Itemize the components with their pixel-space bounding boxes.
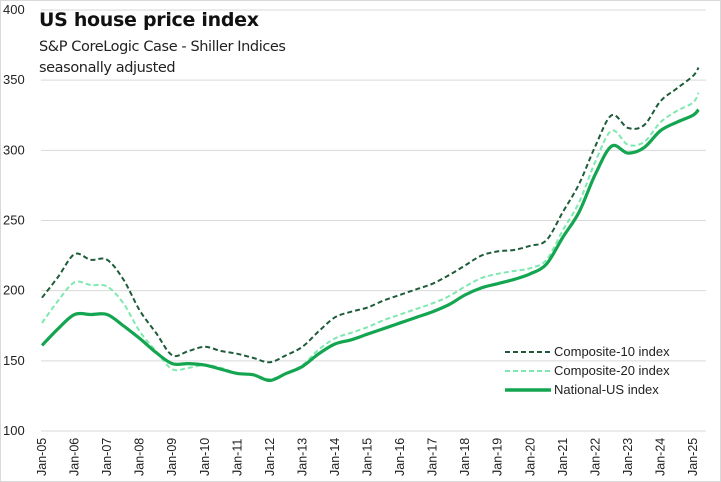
x-tick-label: Jan-12 [263,438,277,476]
y-tick-label: 250 [3,213,25,228]
series-line-composite-10-index [41,66,700,364]
x-tick-label: Jan-21 [556,438,570,476]
legend-swatch-national-us [505,387,551,392]
x-tick-label: Jan-11 [230,439,244,476]
legend-item-composite-10: Composite-10 index [505,342,670,361]
x-tick-label: Jan-06 [68,438,82,476]
x-tick-label: Jan-10 [198,438,212,476]
x-tick-label: Jan-22 [588,438,602,476]
x-tick-label: Jan-15 [361,438,375,476]
y-tick-label: 350 [3,72,25,87]
x-axis-tick-labels: Jan-05 Jan-06 Jan-07 Jan-08 Jan-09 Jan-10 Jan-… [35,438,700,476]
gridlines [41,9,706,432]
chart-subtitle: S&P CoreLogic Case - Shiller Indices sea… [39,37,286,79]
y-tick-label: 100 [3,423,25,438]
y-tick-label: 300 [3,142,25,157]
x-tick-label: Jan-20 [523,438,537,476]
legend-label-composite-20: Composite-20 index [554,363,670,378]
y-axis-tick-labels: 100 150 200 250 300 350 400 [3,2,25,438]
x-tick-label: Jan-23 [621,438,635,476]
legend-swatch-composite-20 [505,369,551,372]
x-tick-label: Jan-17 [426,438,440,476]
subtitle-line-1: S&P CoreLogic Case - Shiller Indices [39,39,286,55]
subtitle-line-2: seasonally adjusted [39,60,176,76]
legend-label-composite-10: Composite-10 index [554,344,670,359]
legend-item-composite-20: Composite-20 index [505,361,670,380]
x-tick-label: Jan-19 [491,438,505,476]
y-tick-label: 400 [3,2,25,17]
series-lines [40,66,700,383]
legend: Composite-10 index Composite-20 index Na… [505,342,670,399]
y-tick-label: 200 [3,283,25,298]
x-tick-label: Jan-25 [686,438,700,476]
legend-swatch-composite-10 [505,350,551,353]
legend-item-national-us: National-US index [505,380,670,399]
x-tick-label: Jan-13 [295,438,309,476]
x-tick-label: Jan-18 [458,438,472,476]
series-line-national-us-index [40,108,700,383]
x-tick-label: Jan-08 [133,438,147,476]
x-tick-label: Jan-14 [328,438,342,476]
y-tick-label: 150 [3,353,25,368]
chart-title: US house price index [39,9,259,31]
x-tick-label: Jan-05 [35,438,49,476]
x-tick-label: Jan-24 [653,438,667,476]
x-tick-label: Jan-16 [393,438,407,476]
x-tick-label: Jan-07 [100,438,114,476]
legend-label-national-us: National-US index [554,382,659,397]
x-tick-label: Jan-09 [165,438,179,476]
